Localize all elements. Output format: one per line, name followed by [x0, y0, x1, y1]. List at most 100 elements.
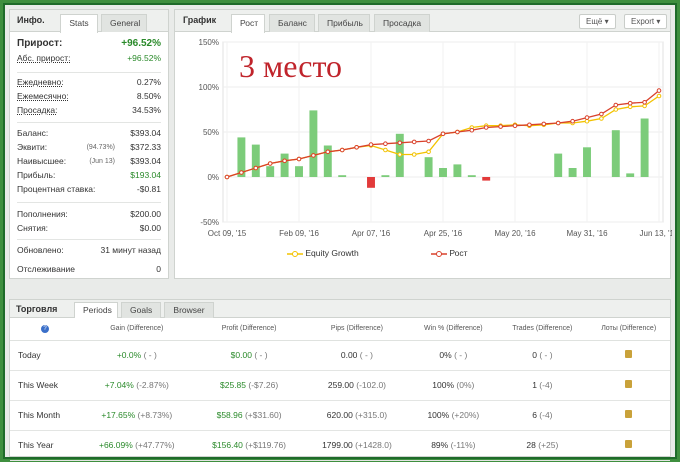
table-cell: $25.85 (-$7.26)	[193, 370, 305, 401]
updated-value: 31 минут назад	[100, 245, 161, 255]
bar	[583, 147, 591, 177]
series-point	[627, 100, 633, 106]
bar	[453, 164, 462, 177]
trades-value: 6	[532, 410, 537, 420]
tab-browser[interactable]: Browser	[164, 302, 214, 318]
series-point	[267, 161, 273, 166]
tab-goals[interactable]: Goals	[121, 302, 161, 318]
series-point	[527, 122, 532, 128]
gain-row: Прирост: +96.52%	[17, 37, 161, 50]
pips-difference: (-102.0)	[356, 380, 386, 390]
series-point	[239, 170, 244, 175]
bar	[367, 177, 375, 188]
series-point	[613, 102, 619, 108]
table-cell: This Week	[10, 370, 80, 401]
series-point	[440, 131, 446, 137]
profit-value: $58.96	[216, 410, 243, 420]
help-cell: ?	[10, 318, 80, 341]
export-button[interactable]: Export ▾	[624, 14, 668, 29]
series-point	[642, 100, 647, 105]
tab-growth[interactable]: Рост	[231, 14, 265, 33]
table-cell: 1799.00 (+1428.0)	[304, 430, 410, 461]
interest-row: Процентная ставка: -$0.81	[17, 183, 161, 196]
abs-gain-row: Абс. прирост: +96.52%	[17, 52, 161, 65]
table-cell: +7.04% (-2.87%)	[80, 370, 194, 401]
trades-difference: (+25)	[538, 440, 559, 450]
tab-general[interactable]: General	[101, 14, 147, 32]
equity-value: $372.33	[130, 142, 161, 152]
table-cell: 1 (-4)	[497, 370, 588, 401]
column-header: Gain (Difference)	[80, 318, 194, 341]
tracking-value: 0	[156, 264, 161, 274]
more-button[interactable]: Ещё ▾	[579, 14, 616, 29]
legend-growth-marker	[431, 250, 447, 257]
series-point	[570, 118, 575, 124]
series-point	[282, 158, 287, 164]
x-tick-label: Feb 09, '16	[279, 229, 319, 238]
trades-value: 0	[532, 350, 537, 360]
pips-value: 0.00	[340, 350, 358, 360]
interest-value: -$0.81	[136, 184, 161, 194]
balance-value: $393.04	[130, 128, 161, 138]
gain-difference: ( - )	[143, 350, 157, 360]
overlay-caption: 3 место	[239, 48, 343, 84]
table-cell	[587, 340, 670, 371]
table-cell: $58.96 (+$31.60)	[193, 400, 305, 431]
series-point	[224, 174, 230, 180]
interest-label: Процентная ставка:	[17, 184, 96, 194]
trades-difference: (-4)	[539, 380, 553, 390]
table-cell: 89% (-11%)	[409, 430, 498, 461]
profit-difference: (+$119.76)	[245, 440, 287, 450]
table-cell	[587, 400, 670, 431]
win-difference: (-11%)	[450, 440, 476, 450]
series-point	[627, 104, 633, 110]
x-tick-label: May 31, '16	[566, 229, 608, 238]
table-cell: $0.00 ( - )	[193, 340, 305, 371]
win-difference: (+20%)	[451, 410, 480, 420]
lots-icon[interactable]	[625, 440, 633, 448]
table-row: This Year +66.09% (+47.77%) $156.40 (+$119…	[10, 430, 670, 461]
growth-chart: 150% 100% 50% 0% -50% Oct 09, '15 Feb 09, '16 A…	[199, 38, 672, 238]
lots-icon[interactable]	[625, 380, 633, 388]
table-cell	[587, 370, 670, 401]
table-cell: +0.0% ( - )	[80, 340, 194, 371]
info-tabbar: Инфо. Stats General	[10, 10, 168, 33]
series-point	[642, 103, 647, 109]
tab-profit[interactable]: Прибыль	[318, 14, 370, 32]
question-icon[interactable]: ?	[41, 324, 49, 333]
legend-growth: Рост	[431, 248, 468, 258]
table-row: Today +0.0% ( - ) $0.00 ( - ) 0.00 ( - ) 0% …	[10, 340, 670, 371]
monthly-value: 8.50%	[136, 91, 161, 101]
trading-title: Торговля	[16, 304, 58, 314]
lots-icon[interactable]	[625, 410, 633, 418]
table-cell: 259.00 (-102.0)	[304, 370, 410, 401]
highest-row: Наивысшее: (Jun 13) $393.04	[17, 155, 161, 168]
tab-periods[interactable]: Periods	[74, 302, 118, 318]
y-tick-label: 50%	[203, 128, 219, 137]
bar	[251, 144, 260, 177]
column-header: Trades (Difference)	[497, 318, 588, 341]
table-cell: 0% ( - )	[409, 340, 498, 371]
tracking-label: Отслеживание	[17, 264, 76, 274]
bar	[439, 168, 447, 177]
win-difference: (0%)	[456, 380, 475, 390]
series-point	[253, 165, 259, 171]
gain-difference: (-2.87%)	[136, 380, 169, 390]
chevron-down-icon: ▾	[656, 17, 661, 26]
window-frame: Инфо. Stats General Прирост: +96.52% Абс…	[3, 3, 677, 461]
tab-drawdown[interactable]: Просадка	[374, 14, 430, 32]
abs-gain-value: +96.52%	[127, 53, 161, 63]
profit-difference: (-$7.26)	[248, 380, 279, 390]
table-cell: 100% (0%)	[409, 370, 498, 401]
tab-stats[interactable]: Stats	[60, 14, 98, 33]
lots-icon[interactable]	[625, 350, 633, 358]
deposits-label: Пополнения:	[17, 209, 68, 219]
tab-balance[interactable]: Баланс	[269, 14, 315, 32]
win-difference: ( - )	[454, 350, 468, 360]
legend-equity: Equity Growth	[287, 248, 359, 258]
series-point	[599, 111, 604, 117]
series-point	[455, 129, 460, 135]
info-panel: Инфо. Stats General Прирост: +96.52% Абс…	[9, 9, 169, 279]
table-cell: 28 (+25)	[497, 430, 588, 461]
profit-difference: (+$31.60)	[244, 410, 282, 420]
